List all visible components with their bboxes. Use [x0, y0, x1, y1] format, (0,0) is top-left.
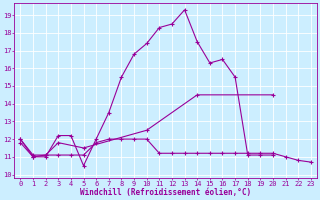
- X-axis label: Windchill (Refroidissement éolien,°C): Windchill (Refroidissement éolien,°C): [80, 188, 251, 197]
